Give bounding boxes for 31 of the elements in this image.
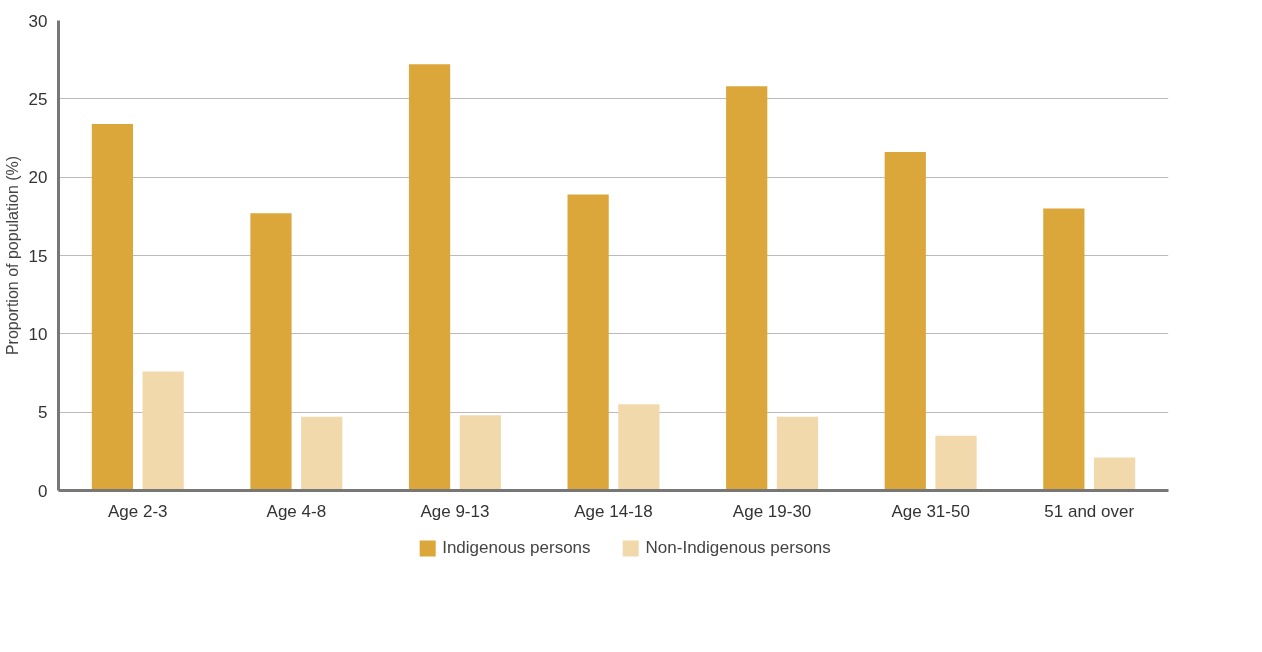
legend-label: Indigenous persons (442, 538, 591, 558)
x-tick-label: Age 9-13 (420, 501, 490, 521)
bar (142, 371, 184, 491)
y-tick-label: 0 (38, 481, 48, 501)
legend-label: Non-Indigenous persons (645, 538, 831, 558)
x-tick-label: Age 14-18 (574, 501, 653, 521)
bar (884, 152, 926, 491)
bar (301, 416, 343, 491)
bar (1093, 457, 1136, 491)
x-tick-label: Age 2-3 (108, 501, 168, 521)
bar (408, 64, 451, 491)
y-tick-label: 30 (28, 11, 48, 31)
x-tick-label: 51 and over (1044, 501, 1135, 521)
bar (459, 415, 501, 491)
x-tick-label: Age 19-30 (732, 501, 812, 521)
y-tick-label: 15 (28, 246, 48, 266)
bar (935, 435, 977, 491)
x-tick-label: Age 31-50 (891, 501, 970, 521)
y-tick-label: 20 (28, 168, 48, 188)
bar (250, 213, 292, 491)
x-tick-label: Age 4-8 (266, 501, 327, 521)
bar (618, 404, 660, 491)
bar (91, 123, 134, 491)
y-axis-title: Proportion of population (%) (3, 155, 21, 356)
y-tick-label: 10 (28, 324, 48, 344)
bar (726, 86, 768, 491)
bar (567, 194, 609, 491)
y-tick-label: 25 (28, 89, 48, 109)
bar (1043, 208, 1085, 491)
y-tick-label: 5 (38, 403, 48, 423)
bar (776, 416, 819, 491)
